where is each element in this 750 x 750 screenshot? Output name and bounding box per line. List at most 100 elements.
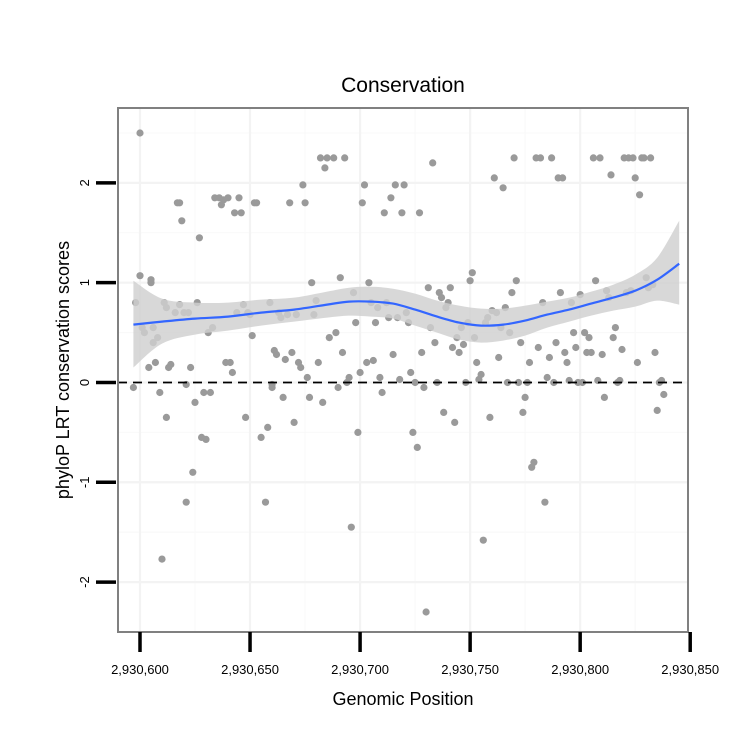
- data-point: [316, 154, 325, 162]
- data-point: [387, 194, 395, 202]
- data-point: [572, 343, 580, 352]
- data-point: [396, 375, 404, 384]
- data-point: [314, 358, 322, 367]
- data-point: [299, 181, 307, 189]
- x-tick-label: 2,930,650: [221, 662, 279, 677]
- data-point: [561, 348, 569, 357]
- data-point: [235, 194, 243, 202]
- data-point: [413, 443, 421, 451]
- data-point: [609, 334, 617, 342]
- y-axis-title: phyloP LRT conservation scores: [53, 241, 73, 499]
- data-point: [347, 523, 355, 531]
- data-point: [354, 428, 362, 436]
- data-point: [129, 383, 137, 392]
- data-point: [363, 358, 371, 367]
- data-point: [237, 209, 245, 217]
- x-tick-label: 2,930,700: [331, 662, 389, 677]
- data-point: [398, 209, 406, 217]
- data-point: [473, 358, 481, 367]
- data-point: [325, 334, 333, 342]
- data-point: [272, 350, 281, 359]
- data-point: [303, 373, 311, 382]
- data-point: [499, 184, 507, 192]
- data-point: [376, 373, 384, 382]
- data-point: [530, 458, 538, 466]
- data-point: [301, 199, 309, 207]
- data-point: [503, 378, 512, 387]
- data-point: [437, 294, 446, 302]
- data-point: [578, 378, 587, 387]
- data-point: [660, 390, 668, 399]
- data-point: [552, 339, 560, 347]
- data-point: [308, 279, 316, 287]
- data-point: [543, 373, 551, 382]
- data-point: [600, 393, 609, 401]
- data-point: [248, 332, 256, 340]
- data-point: [448, 343, 457, 352]
- data-point: [191, 398, 199, 406]
- data-point: [440, 408, 448, 416]
- data-point: [257, 433, 265, 441]
- data-point: [156, 388, 164, 397]
- x-tick-label: 2,930,850: [661, 662, 719, 677]
- data-point: [345, 373, 353, 382]
- data-point: [182, 498, 190, 506]
- data-point: [358, 199, 366, 207]
- data-point: [147, 276, 155, 284]
- data-point: [206, 388, 214, 397]
- data-point: [424, 284, 432, 292]
- data-point: [158, 555, 166, 563]
- data-point: [517, 339, 525, 347]
- data-point: [365, 279, 373, 287]
- data-point: [618, 345, 626, 354]
- data-point: [178, 217, 186, 225]
- data-point: [162, 413, 170, 421]
- data-point: [378, 388, 386, 397]
- y-tick-label: 0: [77, 379, 92, 386]
- data-point: [136, 272, 144, 280]
- data-point: [468, 269, 476, 277]
- data-point: [189, 468, 197, 476]
- y-tick-label: 1: [77, 279, 92, 286]
- data-point: [556, 289, 565, 297]
- data-point: [261, 498, 270, 506]
- data-point: [541, 498, 549, 506]
- data-point: [323, 154, 331, 162]
- data-point: [519, 408, 527, 416]
- data-point: [431, 339, 439, 347]
- data-point: [525, 358, 534, 367]
- data-point: [332, 329, 340, 337]
- data-point: [640, 154, 648, 162]
- data-point: [400, 181, 408, 189]
- data-point: [224, 194, 232, 202]
- data-point: [336, 274, 344, 282]
- data-point: [563, 358, 571, 367]
- data-point: [651, 348, 659, 357]
- data-point: [647, 154, 655, 162]
- x-tick-label: 2,930,800: [551, 662, 609, 677]
- data-point: [631, 174, 639, 182]
- data-point: [319, 398, 327, 406]
- data-point: [459, 340, 468, 349]
- data-point: [288, 348, 296, 357]
- data-point: [242, 413, 250, 421]
- data-point: [581, 329, 589, 337]
- data-point: [495, 353, 503, 362]
- panel-border: [117, 107, 689, 633]
- y-tick-label: -2: [77, 576, 92, 588]
- data-point: [592, 277, 600, 285]
- data-point: [360, 181, 369, 189]
- data-point: [136, 129, 144, 137]
- data-point: [514, 378, 523, 387]
- data-point: [587, 348, 595, 357]
- data-point: [490, 174, 498, 182]
- data-point: [281, 355, 289, 364]
- data-point: [253, 199, 261, 207]
- data-point: [338, 348, 347, 357]
- data-point: [636, 191, 644, 199]
- data-point: [534, 343, 542, 352]
- data-point: [418, 348, 426, 357]
- data-point: [389, 350, 397, 359]
- data-point: [598, 350, 606, 359]
- data-point: [352, 319, 360, 327]
